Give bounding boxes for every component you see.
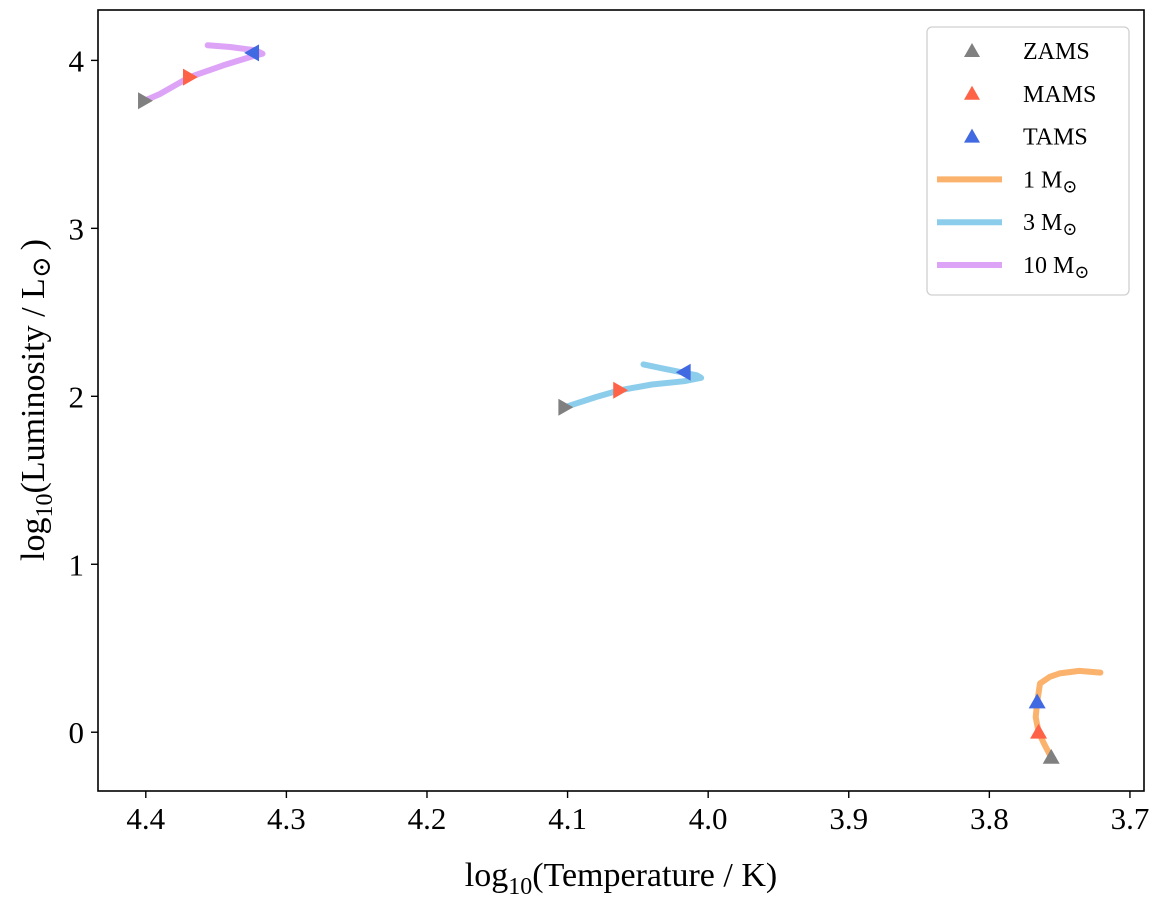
legend-box	[926, 26, 1130, 296]
y-tick-label: 1	[69, 547, 85, 582]
y-tick-label: 2	[69, 379, 85, 414]
x-tick-label: 3.9	[829, 801, 868, 836]
x-tick-label: 3.7	[1111, 801, 1150, 836]
x-tick-label: 4.3	[267, 801, 306, 836]
mams-marker	[183, 68, 198, 86]
zams-marker	[558, 398, 574, 416]
zams-marker	[1042, 748, 1060, 764]
x-tick-label: 4.0	[689, 801, 728, 836]
legend-marker-icon	[964, 85, 980, 100]
track-line-2	[561, 361, 705, 411]
legend-label: MAMS	[1023, 82, 1096, 108]
x-axis-ticks: 4.4 4.3 4.2 4.1 4.0 3.9 3.8 3.7	[126, 791, 1149, 836]
y-axis-label: log10(Luminosity / L⊙)	[15, 239, 58, 561]
legend-label: ZAMS	[1023, 39, 1090, 65]
legend-label: 3 M⊙	[1023, 210, 1077, 239]
legend-item: TAMS	[964, 125, 1088, 151]
mams-marker	[613, 381, 629, 399]
zams-marker	[138, 92, 153, 110]
tams-marker	[244, 44, 260, 62]
legend-label: 10 M⊙	[1023, 253, 1089, 282]
track-line-3	[141, 42, 266, 104]
legend-item: 3 M⊙	[937, 210, 1077, 239]
track-line-1	[1032, 667, 1104, 761]
y-tick-label: 0	[69, 715, 85, 750]
tams-marker	[1028, 693, 1046, 709]
plot-frame	[97, 9, 1145, 792]
y-tick-label: 3	[69, 211, 85, 246]
legend-label: TAMS	[1023, 125, 1088, 151]
x-tick-label: 3.8	[970, 801, 1009, 836]
legend-label: 1 M⊙	[1023, 167, 1077, 196]
legend-item: ZAMS	[964, 39, 1090, 65]
legend: ZAMS MAMS TAMS 1 M⊙ 3 M⊙ 10 M⊙	[926, 26, 1130, 296]
x-tick-label: 4.1	[548, 801, 587, 836]
legend-item: 10 M⊙	[937, 253, 1089, 282]
y-tick-label: 4	[69, 43, 85, 78]
legend-marker-icon	[964, 128, 980, 143]
x-tick-label: 4.4	[126, 801, 165, 836]
x-tick-label: 4.2	[408, 801, 447, 836]
x-axis-label: log10(Temperature / K)	[465, 857, 777, 900]
mams-marker	[1030, 723, 1048, 739]
legend-item: 1 M⊙	[937, 167, 1077, 196]
tams-marker	[675, 363, 691, 381]
legend-item: MAMS	[964, 82, 1096, 108]
y-axis-ticks: 0 1 2 3 4	[69, 43, 98, 750]
legend-marker-icon	[964, 43, 980, 57]
phase-markers	[138, 44, 1060, 764]
